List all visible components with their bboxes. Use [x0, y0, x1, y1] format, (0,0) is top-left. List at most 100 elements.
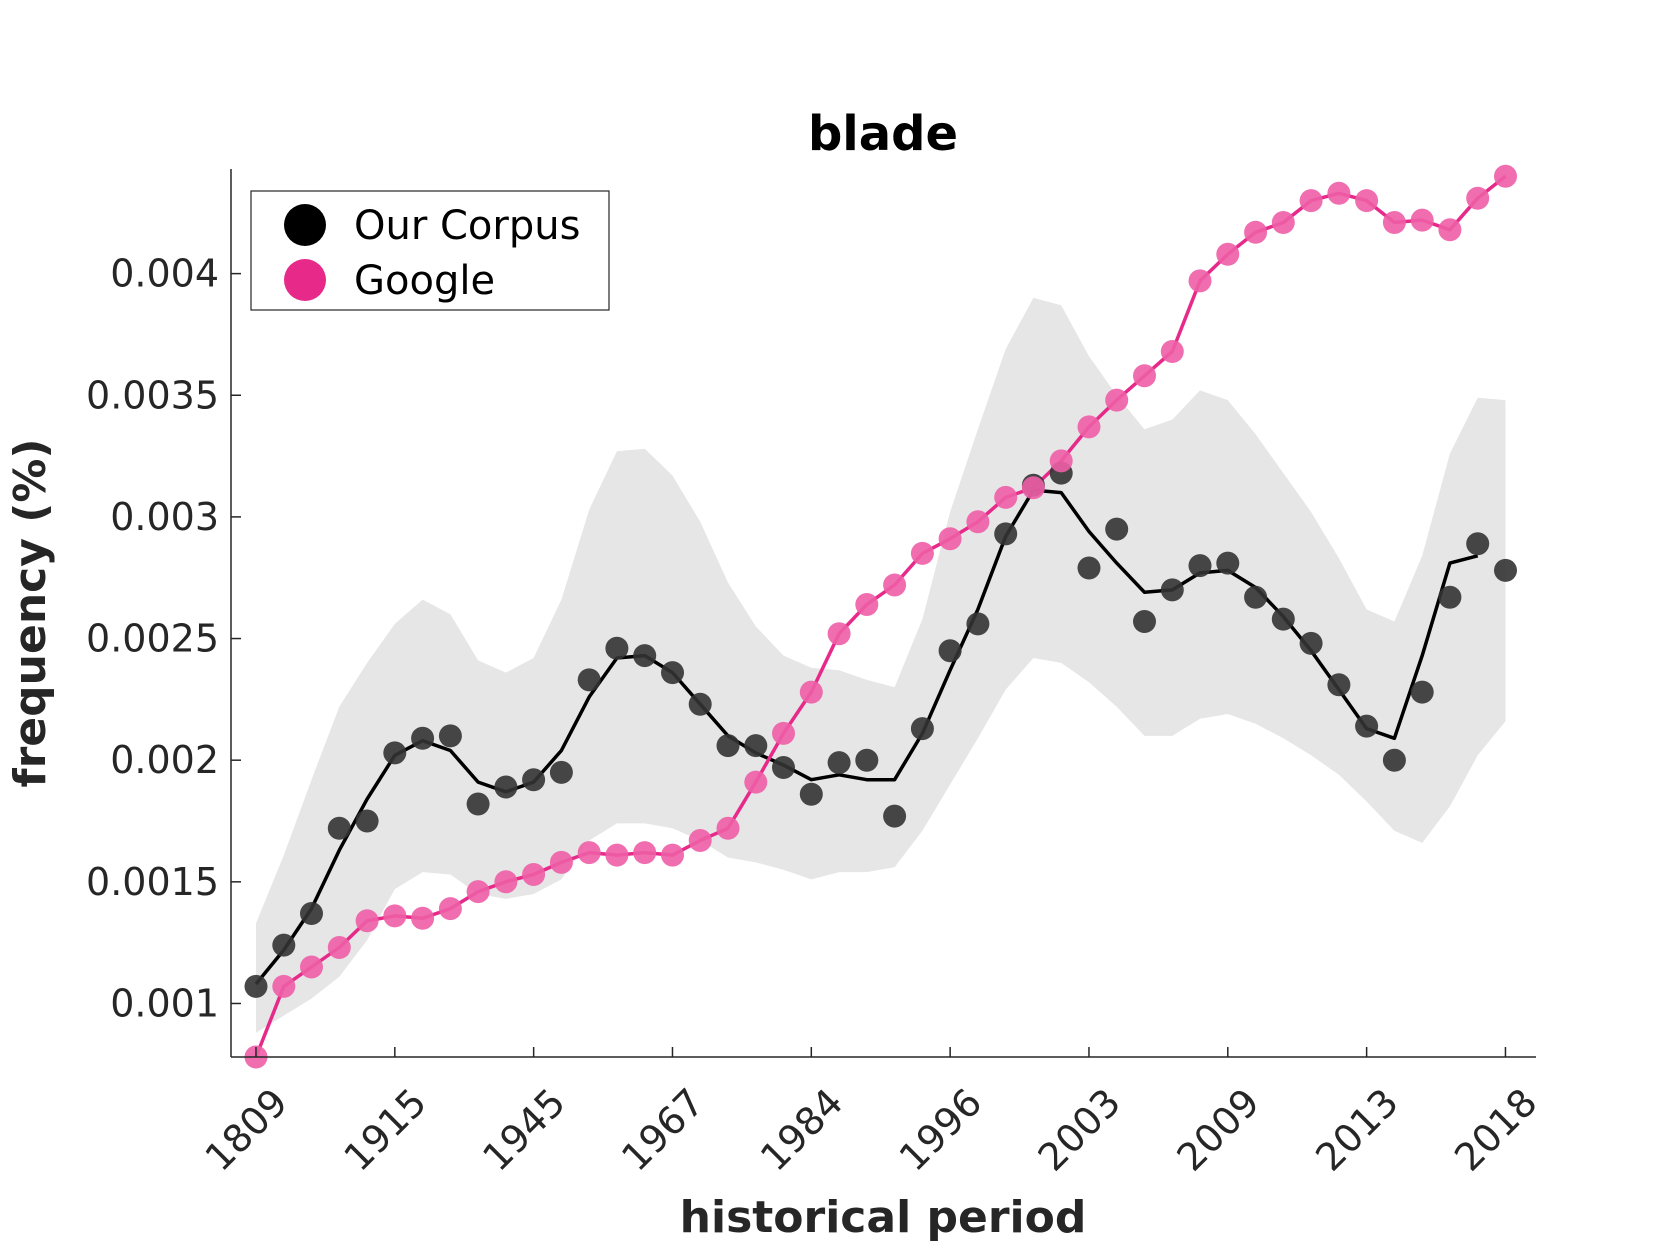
data-point-google: [383, 904, 407, 928]
data-point-google: [744, 770, 768, 794]
data-point-google: [799, 680, 823, 704]
data-point-our-corpus: [1216, 551, 1240, 575]
y-tick-label: 0.002: [110, 738, 219, 782]
data-point-google: [438, 897, 462, 921]
data-point-our-corpus: [244, 974, 268, 998]
data-point-our-corpus: [716, 734, 740, 758]
data-point-google: [272, 974, 296, 998]
data-point-our-corpus: [1466, 532, 1490, 556]
data-point-our-corpus: [1327, 673, 1351, 697]
data-point-our-corpus: [1244, 585, 1268, 609]
data-point-our-corpus: [577, 668, 601, 692]
x-tick-label: 1945: [474, 1080, 574, 1180]
series-markers: [244, 164, 1517, 1069]
data-point-google: [522, 863, 546, 886]
data-point-google: [1216, 242, 1240, 266]
data-point-google: [1021, 476, 1045, 500]
data-point-google: [1133, 364, 1156, 388]
data-point-our-corpus: [466, 792, 490, 816]
legend-label-our-corpus: Our Corpus: [354, 203, 580, 249]
data-point-google: [883, 573, 907, 597]
y-axis-title: frequency (%): [5, 438, 56, 787]
data-point-google: [327, 936, 351, 959]
x-tick-label: 2013: [1307, 1080, 1407, 1180]
data-point-google: [1438, 218, 1462, 242]
data-point-our-corpus: [799, 782, 823, 806]
x-tick-label: 1984: [752, 1080, 852, 1180]
data-point-our-corpus: [1133, 610, 1156, 633]
y-tick-label: 0.003: [110, 495, 219, 539]
x-axis-title: historical period: [680, 1192, 1087, 1243]
data-point-google: [633, 841, 657, 865]
data-point-our-corpus: [1077, 556, 1101, 580]
data-point-google: [1271, 211, 1295, 234]
series-lines: [254, 174, 1507, 1058]
series-line-google: [254, 174, 1507, 1058]
data-point-our-corpus: [1355, 714, 1379, 738]
legend-marker-google: [284, 259, 326, 301]
data-point-our-corpus: [883, 804, 907, 828]
data-point-our-corpus: [438, 724, 462, 748]
data-point-google: [1355, 189, 1379, 213]
data-point-google: [1494, 164, 1517, 188]
data-point-google: [1299, 189, 1323, 213]
data-point-google: [549, 850, 573, 874]
data-point-google: [577, 841, 601, 865]
data-point-our-corpus: [411, 726, 435, 750]
data-point-google: [494, 870, 518, 894]
data-point-our-corpus: [1188, 554, 1212, 578]
data-point-our-corpus: [633, 644, 657, 668]
data-point-our-corpus: [1105, 517, 1129, 541]
legend: Our Corpus Google: [250, 190, 610, 311]
data-point-our-corpus: [772, 756, 795, 779]
data-point-our-corpus: [355, 809, 379, 833]
data-point-our-corpus: [522, 768, 546, 792]
data-point-google: [1382, 211, 1406, 234]
x-tick-label: 1809: [197, 1080, 297, 1180]
data-point-google: [1466, 186, 1490, 210]
data-point-our-corpus: [966, 612, 990, 636]
data-point-google: [1244, 220, 1268, 244]
data-point-our-corpus: [688, 692, 712, 716]
data-point-google: [300, 955, 323, 979]
data-point-our-corpus: [1299, 631, 1323, 655]
data-point-google: [994, 485, 1018, 509]
data-point-our-corpus: [1271, 607, 1295, 631]
data-point-our-corpus: [827, 751, 851, 775]
data-point-our-corpus: [494, 775, 518, 799]
x-tick-label: 2009: [1168, 1080, 1268, 1180]
series-line-our-corpus: [254, 488, 1479, 986]
confidence-band: [256, 297, 1506, 1033]
data-point-our-corpus: [605, 636, 629, 660]
data-point-google: [827, 622, 851, 646]
y-ticks: 0.001 0.0015 0.002 0.0025 0.003 0.0035 0.004: [86, 252, 241, 1025]
data-point-our-corpus: [1382, 748, 1406, 772]
data-point-google: [1188, 269, 1212, 293]
x-ticks: 1809 1915 1945 1967 1984 1996 2003 2009 2013 2018: [197, 1047, 1546, 1180]
data-point-google: [688, 829, 712, 852]
axes: [230, 169, 1536, 1058]
data-point-our-corpus: [744, 734, 768, 758]
data-point-google: [855, 593, 879, 616]
data-point-google: [772, 721, 795, 745]
data-point-google: [966, 510, 990, 534]
data-point-google: [605, 843, 629, 867]
legend-label-google: Google: [354, 258, 495, 304]
y-tick-label: 0.0025: [86, 617, 219, 661]
data-point-our-corpus: [1160, 578, 1184, 602]
data-point-google: [661, 843, 684, 867]
x-tick-label: 1915: [335, 1080, 435, 1180]
y-tick-label: 0.0015: [86, 860, 219, 904]
x-tick-label: 2018: [1446, 1080, 1546, 1180]
data-point-google: [716, 816, 740, 840]
data-point-google: [1160, 340, 1184, 363]
data-point-our-corpus: [1410, 680, 1434, 704]
data-point-our-corpus: [327, 816, 351, 840]
x-tick-label: 1996: [891, 1080, 991, 1180]
data-point-our-corpus: [661, 661, 684, 685]
data-point-our-corpus: [910, 717, 934, 741]
data-point-our-corpus: [300, 902, 323, 925]
chart-title: blade: [808, 106, 958, 162]
y-tick-label: 0.001: [110, 981, 219, 1025]
